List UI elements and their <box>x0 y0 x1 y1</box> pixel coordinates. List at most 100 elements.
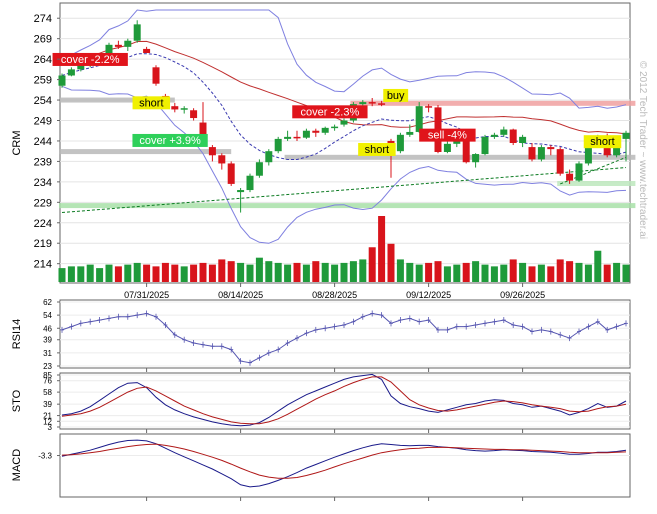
y-tick-label: 264 <box>34 54 52 66</box>
volume-bar <box>77 266 85 282</box>
candle-body <box>584 143 592 164</box>
volume-bar <box>331 264 339 282</box>
y-tick-label: 239 <box>34 156 52 168</box>
y-tick-label: 58 <box>43 388 52 397</box>
volume-bar <box>199 262 207 282</box>
x-tick-label: 08/14/2025 <box>218 290 263 300</box>
volume-bar <box>340 262 348 282</box>
volume-bar <box>152 266 160 282</box>
support-resistance-level <box>350 100 636 106</box>
annotation-label: short <box>365 144 389 156</box>
volume-bar <box>378 216 386 282</box>
price-y-axis: 274 269 264 259 254 249 244 239 234 229 224 219 214 <box>34 13 60 271</box>
y-tick-label: 3 <box>48 423 53 432</box>
annotation-box <box>383 88 409 102</box>
volume-bar <box>86 264 94 282</box>
candle-body <box>114 44 122 47</box>
candle-body <box>509 129 517 143</box>
candle-body <box>575 163 583 181</box>
annotation-label: cover -2.3% <box>301 106 360 118</box>
trend-line-green <box>61 167 627 214</box>
annotation-box <box>292 105 368 119</box>
candle-body <box>331 126 339 129</box>
annotation-box <box>132 133 208 147</box>
volume-bar <box>472 261 480 282</box>
candle-body <box>359 102 367 105</box>
y-tick-label: 274 <box>34 13 52 25</box>
y-tick-label: -3.3 <box>38 452 52 461</box>
volume-bar <box>218 259 226 282</box>
volume-bar <box>359 259 367 282</box>
indicator-line <box>61 373 627 427</box>
y-tick-label: 54 <box>43 311 52 320</box>
volume-bar <box>509 259 517 282</box>
candle-body <box>171 106 179 110</box>
x-tick-label: 08/28/2025 <box>312 290 357 300</box>
volume-bars <box>58 216 630 282</box>
volume-bar <box>190 264 198 282</box>
candle-body <box>274 138 282 152</box>
sto-panel-frame <box>59 372 631 430</box>
y-tick-label: 249 <box>34 116 52 128</box>
macd-axis-label: MACD <box>11 449 23 481</box>
annotation-box <box>132 96 171 110</box>
candle-body <box>246 175 254 191</box>
sto-axis-label: STO <box>11 389 23 412</box>
y-tick-label: 39 <box>43 336 52 345</box>
annotation-box <box>358 142 396 156</box>
candle-body <box>378 103 386 105</box>
annotation-box <box>419 128 476 142</box>
candle-body <box>519 136 527 143</box>
volume-bar <box>453 264 461 282</box>
volume-bar <box>462 262 470 282</box>
y-tick-label: 269 <box>34 34 52 46</box>
candle-body <box>105 44 113 56</box>
trade-annotations: cover -2.2% short cover +3.9% cover -2.3% bu… <box>52 52 622 156</box>
price-grid <box>60 17 630 265</box>
volume-bar <box>293 262 301 282</box>
candle-body <box>415 106 423 132</box>
volume-bar <box>143 264 151 282</box>
candle-body <box>218 155 226 164</box>
candle-body <box>133 24 141 41</box>
candle-body <box>556 149 564 174</box>
candle-body <box>500 129 508 135</box>
volume-bar <box>490 266 498 282</box>
volume-bar <box>321 262 329 282</box>
candle-body <box>143 48 151 53</box>
support-resistance-level <box>557 181 636 186</box>
price-panel-frame <box>59 2 631 284</box>
rsi-axis-label: RSI14 <box>11 319 23 350</box>
volume-bar <box>396 259 404 282</box>
support-resistance-level <box>59 97 175 103</box>
x-tick-label: 07/31/2025 <box>124 290 169 300</box>
y-tick-label: 229 <box>34 197 52 209</box>
support-resistance-level <box>284 154 636 160</box>
volume-bar <box>133 262 141 282</box>
volume-bar <box>575 262 583 282</box>
volume-bar <box>96 268 104 282</box>
price-axis-label: CRM <box>11 130 23 155</box>
volume-bar <box>67 266 75 282</box>
volume-bar <box>500 264 508 282</box>
candle-body <box>425 106 433 108</box>
volume-bar <box>528 266 536 282</box>
volume-bar <box>180 266 188 282</box>
x-tick-label: 09/26/2025 <box>500 290 545 300</box>
y-tick-label: 234 <box>34 177 52 189</box>
y-tick-label: 259 <box>34 75 52 87</box>
candle-body <box>199 122 207 138</box>
candle-body <box>340 120 348 125</box>
volume-bar <box>603 264 611 282</box>
y-tick-label: 244 <box>34 136 52 148</box>
candle-body <box>227 163 235 184</box>
candle-body <box>462 136 470 163</box>
candle-body <box>406 131 414 135</box>
volume-bar <box>265 261 273 282</box>
macd-panel-frame <box>59 433 631 498</box>
y-tick-label: 254 <box>34 95 52 107</box>
volume-bar <box>415 264 423 282</box>
candle-body <box>255 162 263 176</box>
